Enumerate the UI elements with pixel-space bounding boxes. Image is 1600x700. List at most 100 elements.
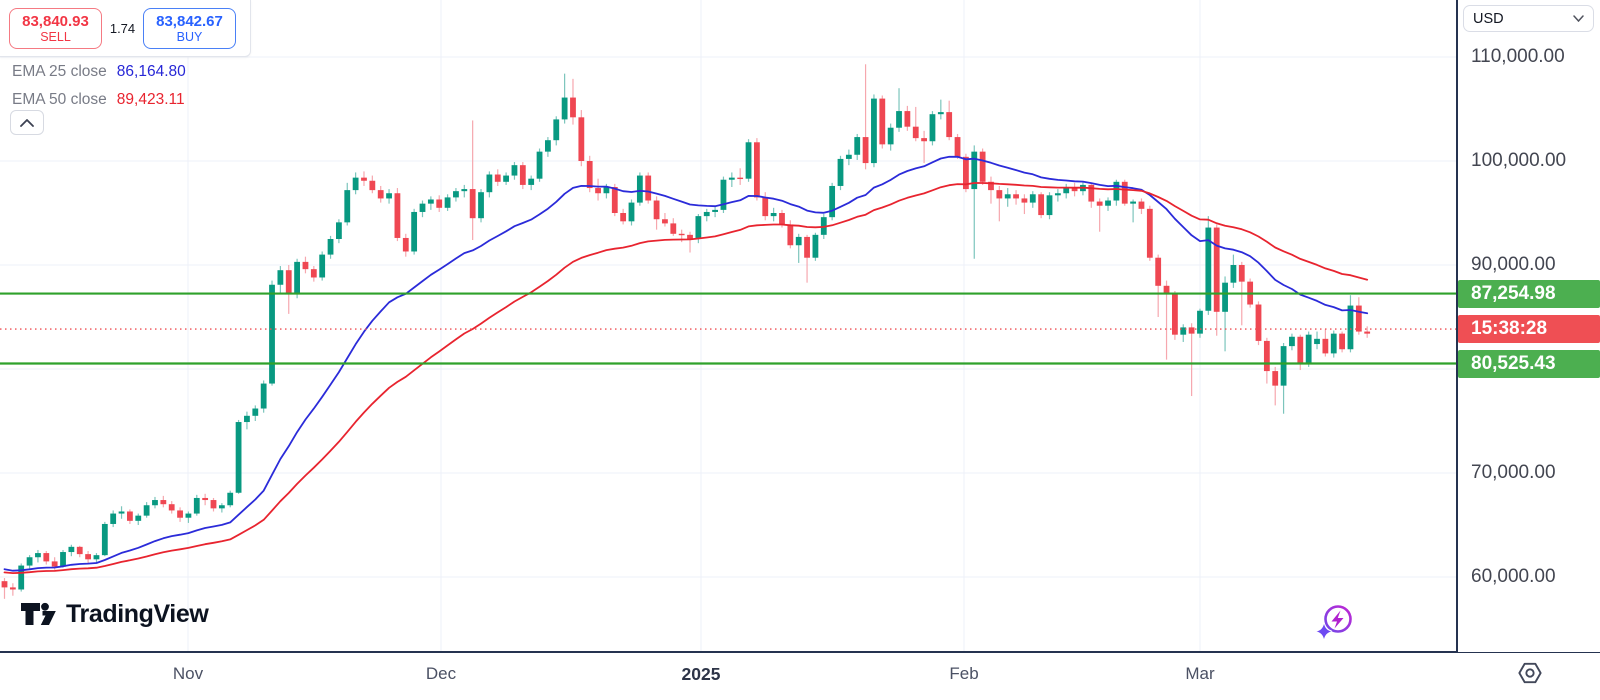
candle-body (703, 211, 710, 217)
candle-body (1347, 305, 1354, 350)
time-axis[interactable]: Nov Dec 2025 Feb Mar (0, 653, 1600, 700)
candle-body (511, 165, 518, 176)
candle-body (586, 161, 593, 189)
candle-body (737, 177, 744, 180)
candle-body (1113, 181, 1120, 201)
time-tick-label: Mar (1185, 664, 1215, 683)
candle-body (871, 98, 877, 164)
candle-body (1364, 331, 1371, 334)
candle-body (227, 492, 234, 506)
candle-body (260, 383, 267, 409)
candle-body (1054, 193, 1061, 196)
price-tick-label: 110,000.00 (1471, 46, 1565, 67)
support-price-label: 80,525.43 (1458, 349, 1600, 378)
price-tick-label: 100,000.00 (1471, 150, 1567, 171)
indicator-ema50[interactable]: EMA 50 close 89,423.11 (12, 86, 186, 114)
candle-body (1188, 327, 1195, 334)
candle-body (1230, 265, 1237, 283)
candlestick-chart[interactable] (0, 0, 1457, 652)
candle-body (85, 554, 91, 560)
time-tick-label: Dec (425, 664, 457, 683)
collapse-legend-button[interactable] (10, 110, 44, 135)
candle-body (302, 261, 309, 270)
candle-body (444, 197, 451, 208)
currency-value: USD (1473, 10, 1504, 27)
candle-body (879, 98, 886, 145)
currency-select[interactable]: USD (1463, 5, 1594, 32)
candle-body (453, 191, 459, 198)
candle-body (553, 119, 560, 141)
candle-body (60, 552, 66, 567)
candle-body (427, 199, 434, 204)
candle-body (645, 175, 652, 201)
ema50-label: EMA 50 close (12, 91, 107, 108)
price-tick-label: 70,000.00 (1471, 462, 1556, 483)
candle-body (51, 561, 58, 567)
candle-body (18, 565, 25, 590)
axis-vertical-separator (1456, 0, 1458, 700)
candle-body (436, 199, 443, 208)
candle-body (1038, 194, 1045, 216)
ema25-value: 86,164.80 (116, 63, 186, 80)
candle-body (845, 154, 852, 159)
candle-body (979, 151, 986, 182)
candle-body (319, 254, 326, 278)
chevron-down-icon (1573, 15, 1584, 22)
candle-body (1205, 227, 1212, 311)
candle-body (411, 211, 418, 252)
candle-body (1029, 194, 1036, 203)
spread-value: 1.74 (109, 21, 136, 36)
flash-boost-icon[interactable] (1314, 602, 1356, 644)
buy-button[interactable]: 83,842.67 BUY (143, 8, 236, 49)
sell-price: 83,840.93 (22, 12, 89, 30)
candle-body (1305, 334, 1312, 363)
candle-body (570, 97, 576, 118)
candle-body (9, 587, 16, 590)
candle-body (536, 151, 543, 179)
gear-icon[interactable] (1517, 660, 1543, 686)
price-axis[interactable]: USD 87,254.98 15:38:28 80,525.43 110,000… (1458, 0, 1600, 652)
candle-body (469, 189, 476, 219)
candle-body (1021, 198, 1028, 203)
candle-body (971, 151, 978, 190)
candle-body (1197, 310, 1203, 334)
chart-canvas[interactable]: 83,840.93 SELL 1.74 83,842.67 BUY EMA 25… (0, 0, 1457, 652)
candle-body (1146, 208, 1153, 258)
candle-body (887, 127, 894, 145)
candle-body (595, 188, 601, 194)
candle-body (1330, 333, 1337, 354)
candle-body (929, 114, 936, 142)
candle-body (486, 174, 493, 193)
candle-body (829, 185, 836, 218)
candle-body (386, 193, 392, 199)
candle-body (687, 234, 693, 239)
candle-body (712, 209, 718, 212)
candle-body (327, 239, 334, 255)
candle-body (1046, 195, 1053, 216)
candle-body (1063, 188, 1070, 194)
candle-body (1280, 346, 1287, 386)
logo-text: TradingView (66, 599, 209, 628)
candle-body (277, 270, 284, 285)
candle-body (494, 174, 501, 182)
bar-countdown-label: 15:38:28 (1458, 315, 1600, 344)
candle-body (653, 200, 660, 220)
tradingview-logo[interactable]: TradingView (20, 598, 209, 630)
candle-body (678, 233, 685, 236)
candle-body (310, 269, 317, 278)
candle-body (946, 112, 953, 138)
tradingview-glyph-icon (21, 602, 56, 625)
indicator-ema25[interactable]: EMA 25 close 86,164.80 (12, 58, 186, 86)
candle-body (1, 581, 8, 588)
sell-button[interactable]: 83,840.93 SELL (9, 8, 102, 49)
price-tick-label: 90,000.00 (1471, 254, 1556, 275)
candle-body (670, 223, 677, 234)
candle-body (177, 510, 183, 518)
candle-body (1013, 194, 1019, 199)
candle-body (143, 505, 150, 516)
resistance-price-label: 87,254.98 (1458, 279, 1600, 308)
candle-body (1297, 336, 1304, 363)
candle-body (779, 213, 785, 225)
indicator-legend: EMA 25 close 86,164.80 EMA 50 close 89,4… (12, 58, 186, 114)
